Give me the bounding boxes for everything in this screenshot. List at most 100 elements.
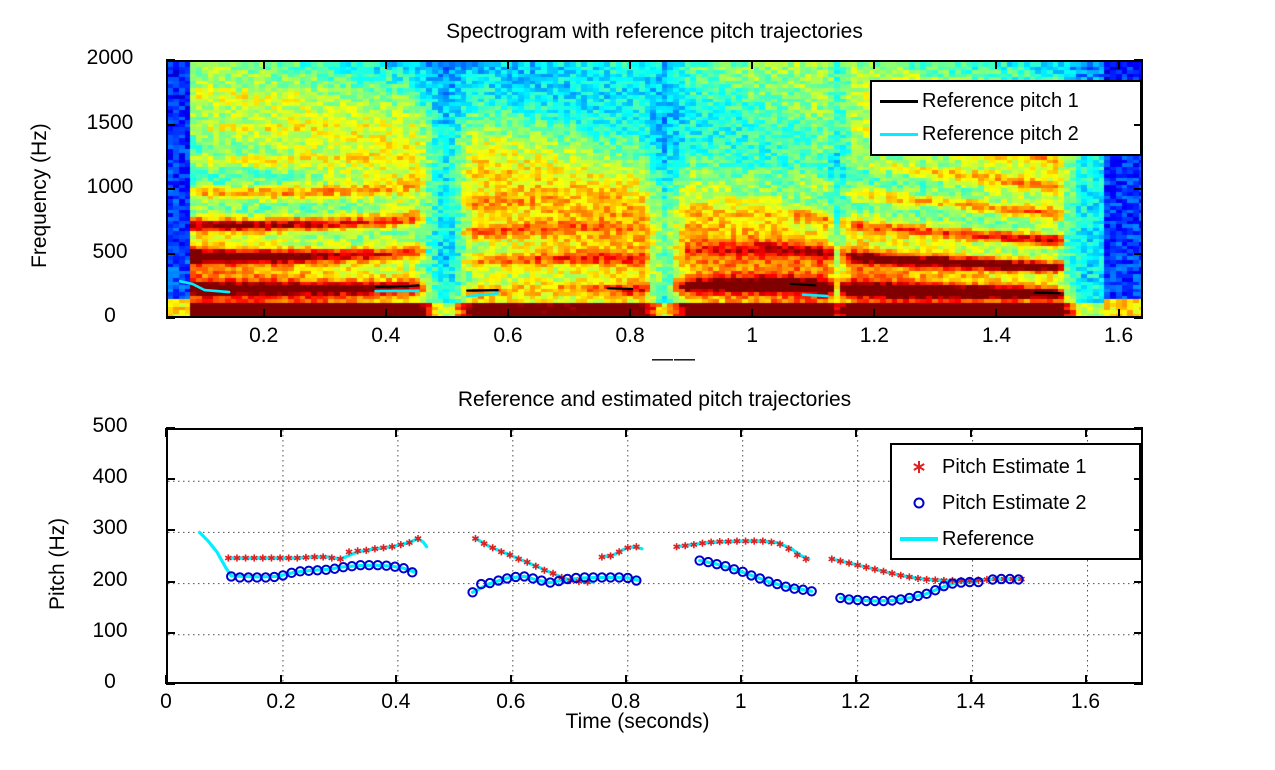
spectrogram-y-axis-label: Frequency (Hz) — [28, 123, 51, 268]
tick-mark — [1134, 683, 1143, 685]
tick-mark — [165, 428, 167, 437]
legend-label: Reference pitch 2 — [922, 123, 1079, 145]
pitch-plot-title: Reference and estimated pitch trajectori… — [457, 388, 852, 411]
tick-mark — [509, 675, 512, 684]
tick-mark — [166, 580, 175, 583]
spectrogram-x-tick-label: 1.4 — [981, 324, 1012, 347]
tick-mark — [509, 428, 512, 437]
legend-label: Pitch Estimate 2 — [942, 491, 1087, 514]
pitch-plot-y-tick-label: 500 — [92, 414, 128, 437]
legend-item-pitch-estimate-1: Pitch Estimate 1 — [896, 449, 1135, 485]
tick-mark — [751, 309, 754, 318]
tick-mark — [624, 428, 627, 437]
tick-mark — [969, 428, 972, 437]
legend-label: Pitch Estimate 1 — [942, 455, 1087, 478]
tick-mark — [506, 60, 509, 69]
pitch-plot-x-tick-label: 1.4 — [955, 690, 986, 713]
pitch-plot-x-tick-label: 0.4 — [381, 690, 411, 713]
pitch-plot-x-tick-label: 0.8 — [611, 690, 641, 713]
tick-mark — [1134, 317, 1143, 319]
spectrogram-y-tick-label: 500 — [92, 239, 128, 263]
tick-mark — [854, 675, 857, 684]
tick-mark — [739, 675, 742, 684]
tick-mark — [751, 60, 754, 69]
tick-mark — [166, 683, 175, 685]
tick-mark — [1134, 529, 1143, 532]
tick-mark — [1134, 580, 1143, 583]
tick-mark — [279, 675, 282, 684]
asterisk-marker-icon — [896, 457, 942, 477]
line-swatch-icon — [896, 537, 942, 541]
tick-mark — [384, 309, 387, 318]
tick-mark — [1134, 59, 1143, 61]
spectrogram-y-tick-label: 0 — [104, 304, 116, 327]
tick-mark — [1134, 631, 1143, 634]
tick-mark — [1084, 428, 1087, 437]
legend-item-pitch-estimate-2: Pitch Estimate 2 — [896, 485, 1135, 521]
tick-mark — [166, 631, 175, 634]
tick-mark — [165, 675, 167, 684]
tick-mark — [1134, 427, 1143, 429]
spectrogram-x-tick-label: 0.4 — [371, 324, 401, 347]
legend-item-reference-pitch-1: Reference pitch 1 — [876, 85, 1136, 118]
spectrogram-x-tick-label: 0.2 — [249, 324, 279, 347]
line-swatch-icon — [876, 133, 922, 136]
tick-mark — [166, 188, 175, 190]
legend-item-reference-pitch-2: Reference pitch 2 — [876, 118, 1136, 151]
spectrogram-y-tick-label: 2000 — [86, 46, 134, 69]
spectrogram-x-tick-label: 0.8 — [615, 324, 645, 347]
tick-mark — [262, 60, 265, 69]
tick-mark — [1117, 60, 1120, 69]
tick-mark — [1084, 675, 1087, 684]
tick-mark — [394, 428, 397, 437]
tick-mark — [1134, 123, 1143, 126]
spectrogram-title: Spectrogram with reference pitch traject… — [446, 20, 863, 43]
pitch-plot-x-tick-label: 0.2 — [266, 690, 296, 713]
circle-marker-icon — [896, 493, 942, 513]
pitch-plot-x-tick-label: 0 — [160, 690, 172, 713]
spectrogram-legend: Reference pitch 1 Reference pitch 2 — [870, 80, 1142, 156]
tick-mark — [166, 529, 175, 532]
tick-mark — [166, 317, 175, 319]
spectrogram-x-tick-label: 1 — [746, 324, 759, 347]
tick-mark — [995, 309, 998, 318]
pitch-plot-y-tick-label: 400 — [92, 465, 128, 489]
pitch-plot-x-tick-label: 1.6 — [1070, 690, 1101, 713]
pitch-plot-y-tick-label: 100 — [92, 618, 128, 642]
tick-mark — [1134, 478, 1143, 481]
tick-mark — [166, 123, 175, 126]
tick-mark — [624, 675, 627, 684]
tick-mark — [1134, 188, 1143, 190]
spectrogram-x-tick-label: 0.6 — [493, 324, 523, 347]
tick-mark — [384, 60, 387, 69]
tick-mark — [739, 428, 742, 437]
tick-mark — [262, 309, 265, 318]
line-swatch-icon — [876, 100, 922, 103]
tick-mark — [1117, 309, 1120, 318]
pitch-plot-x-tick-label: 0.6 — [496, 690, 526, 713]
pitch-plot-y-tick-label: 200 — [92, 567, 128, 591]
pitch-plot-legend: Pitch Estimate 1 Pitch Estimate 2 Refere… — [890, 443, 1141, 560]
pitch-plot-y-tick-label: 300 — [92, 516, 128, 540]
spectrogram-y-tick-label: 1500 — [86, 110, 134, 134]
spectrogram-y-tick-label: 1000 — [86, 175, 134, 198]
pitch-plot-y-tick-label: 0 — [104, 670, 116, 693]
tick-mark — [279, 428, 282, 437]
tick-mark — [969, 675, 972, 684]
tick-mark — [629, 309, 632, 318]
tick-mark — [166, 427, 175, 429]
tick-mark — [166, 252, 175, 255]
tick-mark — [873, 60, 876, 69]
tick-mark — [1134, 252, 1143, 255]
legend-item-reference: Reference — [896, 521, 1135, 557]
legend-label: Reference pitch 1 — [922, 90, 1079, 112]
pitch-plot-x-axis-label: Time (seconds) — [565, 710, 710, 733]
tick-mark — [394, 675, 397, 684]
tick-mark — [166, 59, 175, 61]
tick-mark — [506, 309, 509, 318]
spectrogram-x-tick-label: 1.2 — [859, 324, 889, 347]
pitch-plot-x-tick-label: 1 — [734, 690, 747, 713]
legend-label: Reference — [942, 527, 1035, 550]
tick-mark — [166, 478, 175, 481]
pitch-plot-x-tick-label: 1.2 — [841, 690, 871, 713]
